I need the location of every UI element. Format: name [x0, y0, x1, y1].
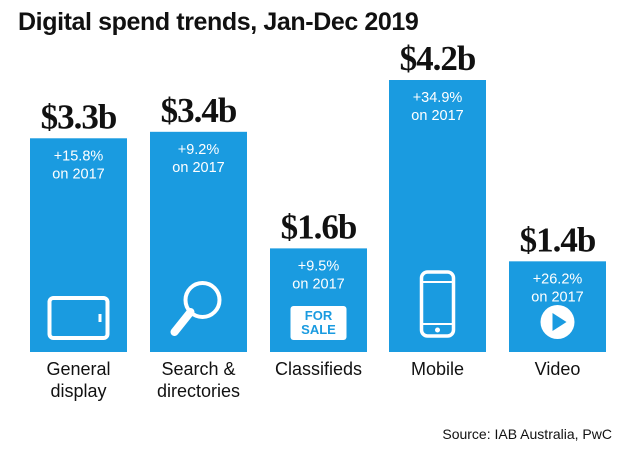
smartphone-icon [419, 270, 456, 338]
change-suffix-label: on 2017 [411, 108, 463, 124]
category-label: directories [157, 381, 240, 401]
value-label: $3.3b [41, 97, 117, 136]
bar-group: $4.2b +34.9% on 2017 Mobile [389, 39, 486, 379]
chart-title: Digital spend trends, Jan-Dec 2019 [18, 8, 419, 36]
value-label: $1.6b [281, 207, 357, 246]
category-label: Classifieds [275, 359, 362, 379]
magnifier-icon [170, 281, 222, 336]
change-suffix-label: on 2017 [52, 166, 104, 182]
source-note: Source: IAB Australia, PwC [442, 426, 612, 442]
category-label: Search & [161, 359, 235, 379]
value-label: $4.2b [400, 39, 476, 78]
smartphone-home-button [435, 327, 440, 333]
bar [389, 80, 486, 352]
change-suffix-label: on 2017 [292, 276, 344, 292]
magnifier-handle [170, 308, 195, 336]
bar-group: $1.4b +26.2% on 2017 Video [509, 220, 606, 379]
value-label: $1.4b [520, 220, 596, 259]
category-label: display [50, 381, 106, 401]
for-sale-sign-text: SALE [301, 322, 336, 337]
change-label: +15.8% [54, 148, 104, 164]
category-label: Mobile [411, 359, 464, 379]
play-triangle [552, 313, 567, 331]
change-label: +26.2% [533, 271, 583, 287]
change-suffix-label: on 2017 [172, 160, 224, 176]
magnifier-lens [183, 281, 222, 319]
bar-group: $3.4b +9.2% on 2017 Search &directories [150, 91, 247, 401]
value-label: $3.4b [161, 91, 237, 130]
for-sale-sign-text: FOR [305, 308, 333, 323]
tablet-icon [47, 296, 110, 340]
for-sale-sign-icon [290, 306, 347, 340]
change-label: +9.2% [178, 142, 220, 158]
bar [30, 138, 127, 352]
change-label: +34.9% [413, 90, 463, 106]
change-label: +9.5% [298, 258, 340, 274]
change-suffix-label: on 2017 [531, 289, 583, 305]
tablet-button [98, 314, 102, 322]
category-label: Video [535, 359, 581, 379]
category-label: General [46, 359, 110, 379]
